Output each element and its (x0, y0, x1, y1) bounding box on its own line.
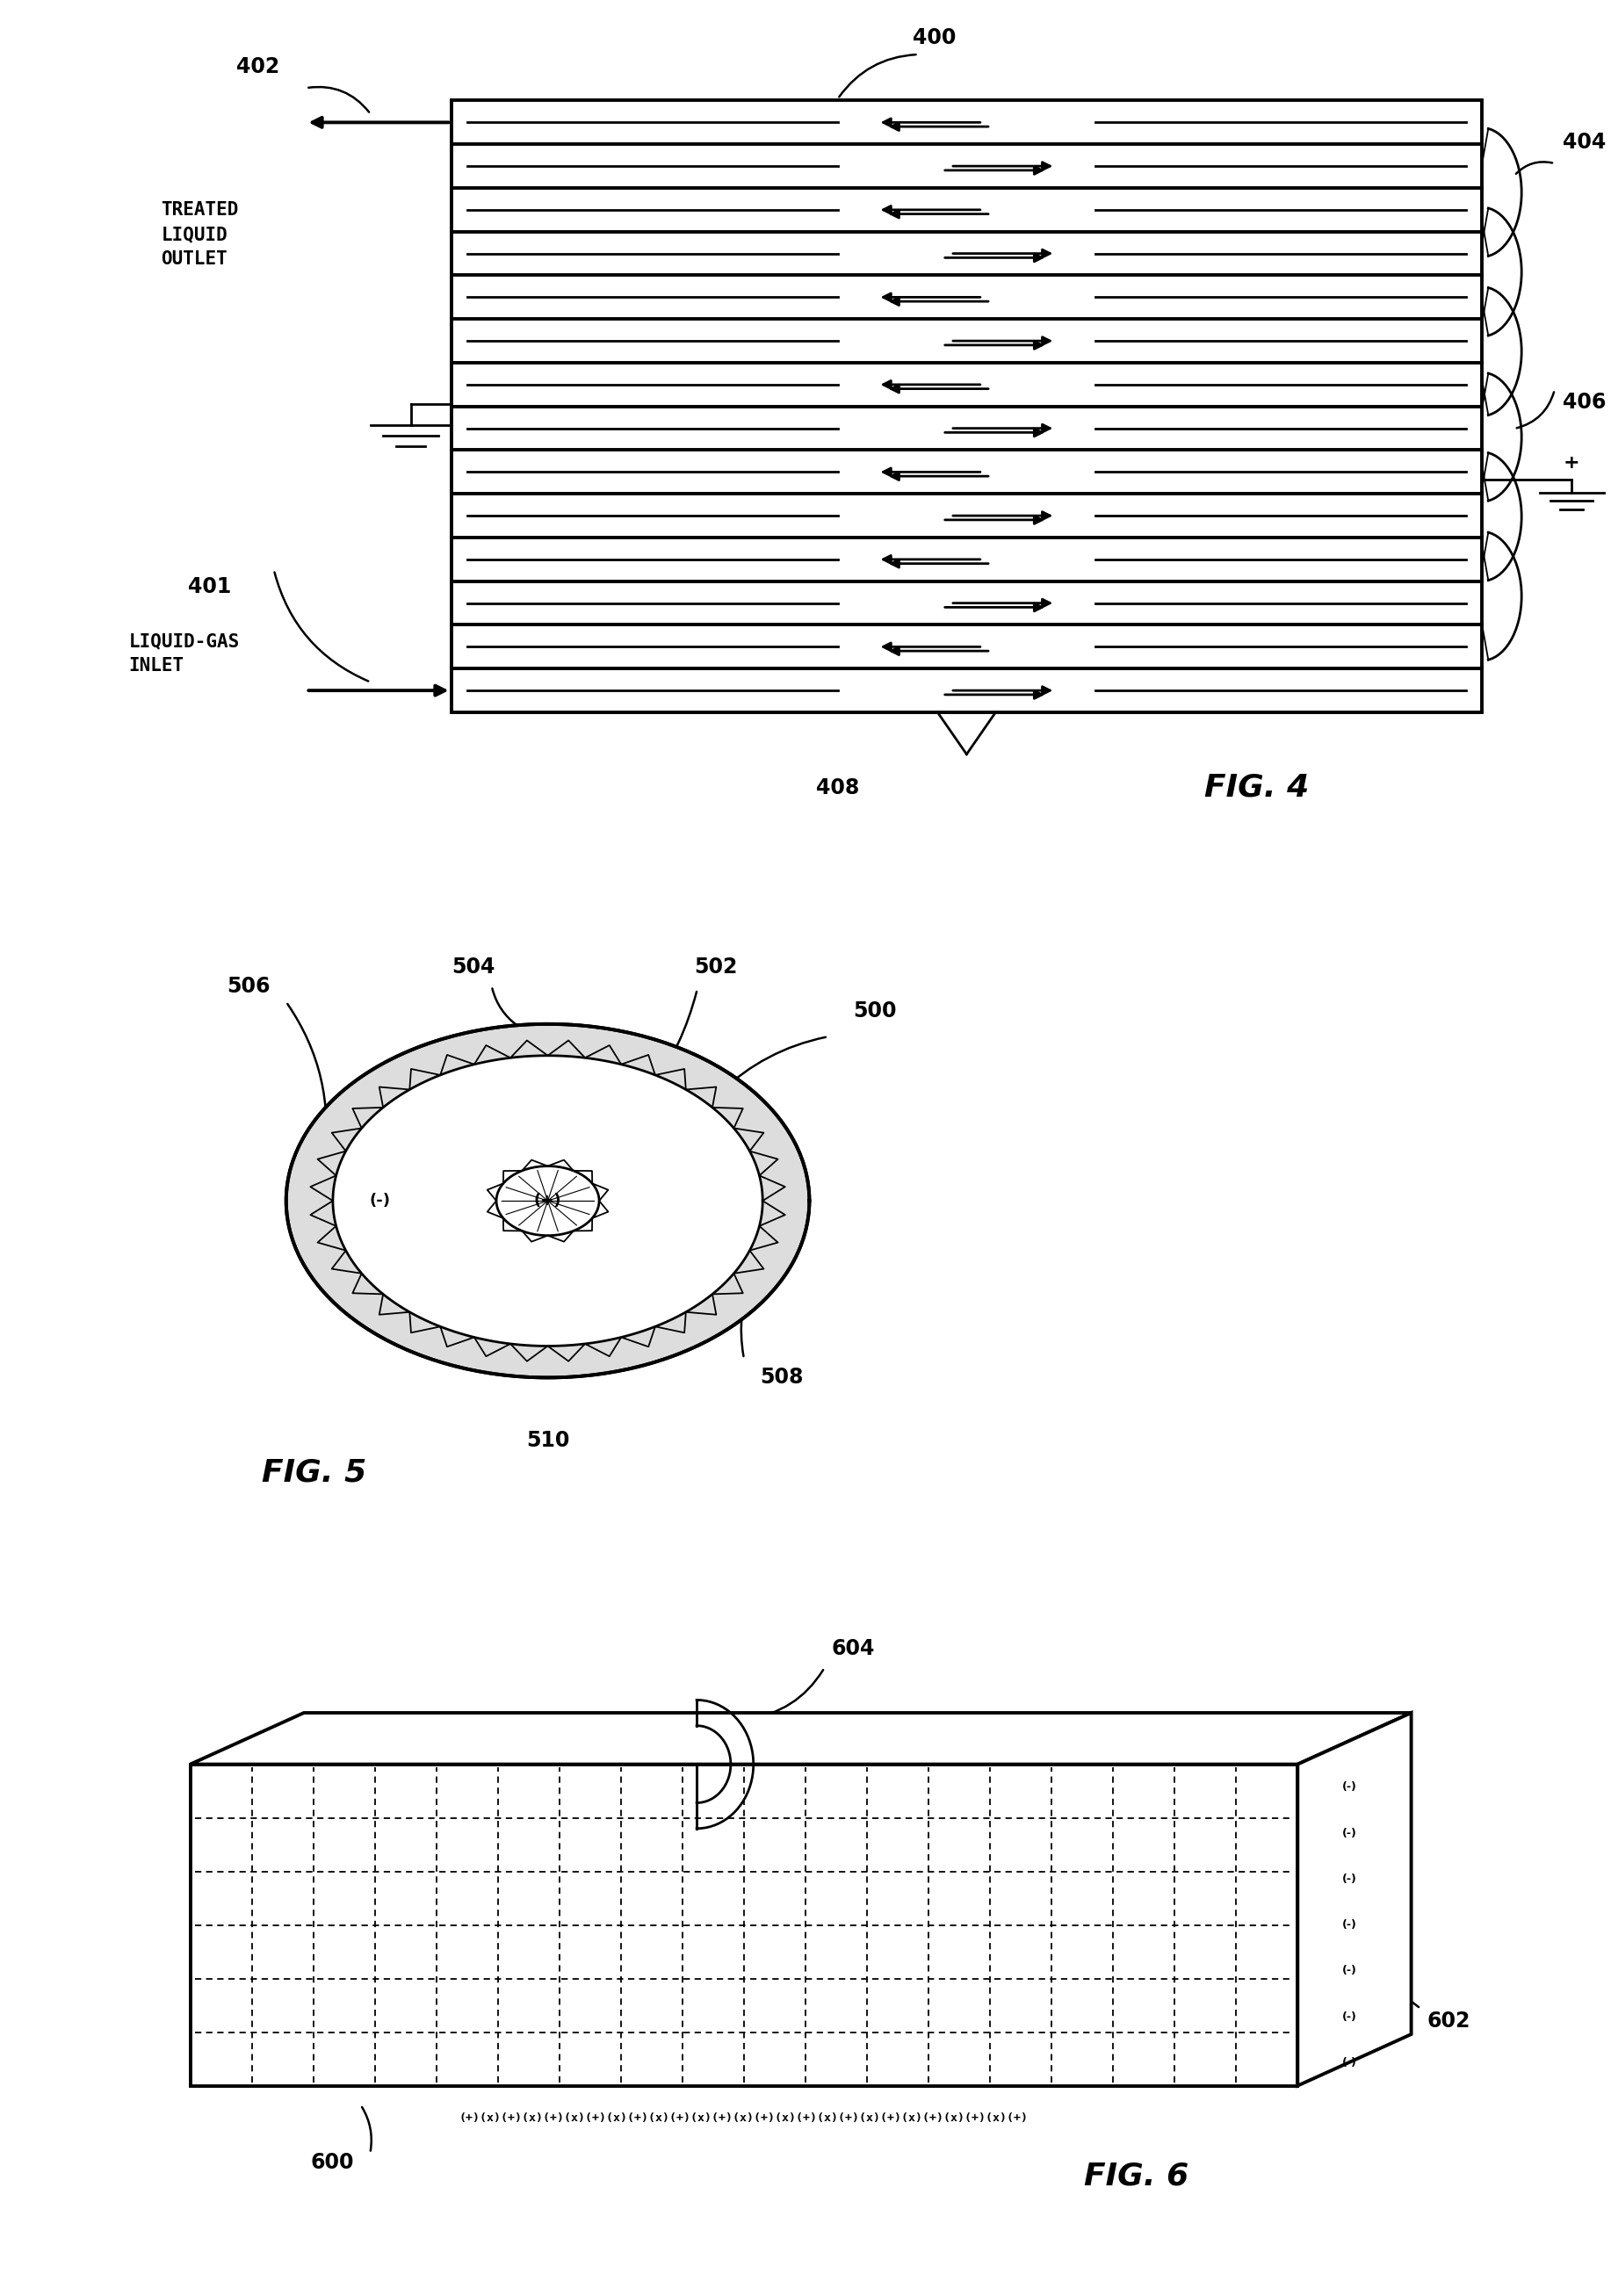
Polygon shape (1298, 1713, 1411, 2085)
Text: TREATED
LIQUID
OUTLET: TREATED LIQUID OUTLET (161, 202, 238, 269)
Text: (-): (-) (1342, 2057, 1356, 2069)
Text: (-): (-) (1342, 1782, 1356, 1793)
Text: (-): (-) (1342, 1874, 1356, 1885)
Text: 504: 504 (451, 957, 495, 978)
Text: (-): (-) (1342, 2011, 1356, 2023)
Text: FIG. 5: FIG. 5 (261, 1458, 367, 1488)
Text: 406: 406 (1563, 393, 1606, 413)
Circle shape (287, 1024, 809, 1378)
Text: 604: 604 (831, 1637, 875, 1660)
Text: 508: 508 (760, 1366, 802, 1389)
Text: 600: 600 (311, 2151, 354, 2174)
Circle shape (496, 1166, 599, 1235)
Circle shape (333, 1056, 762, 1345)
Text: +: + (1564, 455, 1580, 473)
Text: LIQUID-GAS
INLET: LIQUID-GAS INLET (129, 634, 240, 675)
Text: (-): (-) (369, 1194, 390, 1208)
Text: 506: 506 (227, 976, 271, 996)
Text: 502: 502 (694, 957, 738, 978)
Text: (+)(x)(+)(x)(+)(x)(+)(x)(+)(x)(+)(x)(+)(x)(+)(x)(+)(x)(+)(x)(+)(x)(+)(x)(+)(x)(+: (+)(x)(+)(x)(+)(x)(+)(x)(+)(x)(+)(x)(+)(… (459, 2112, 1028, 2124)
Text: 510: 510 (527, 1430, 569, 1451)
Polygon shape (190, 1763, 1298, 2085)
Text: 408: 408 (817, 778, 859, 799)
Text: 401: 401 (188, 576, 230, 597)
Bar (451, 101, 1482, 712)
Text: (-): (-) (1342, 1919, 1356, 1931)
Text: 404: 404 (1563, 131, 1606, 154)
Polygon shape (287, 1024, 809, 1378)
Polygon shape (190, 1713, 1411, 1763)
Text: 400: 400 (913, 28, 955, 48)
Text: 402: 402 (237, 57, 279, 78)
Text: (-): (-) (1342, 1965, 1356, 1977)
Text: FIG. 4: FIG. 4 (1203, 774, 1310, 804)
Text: (+): (+) (533, 1194, 562, 1208)
Text: 602: 602 (1427, 2011, 1471, 2032)
Text: 500: 500 (854, 1001, 896, 1022)
Text: FIG. 6: FIG. 6 (1084, 2161, 1189, 2190)
Text: (-): (-) (1342, 1828, 1356, 1839)
